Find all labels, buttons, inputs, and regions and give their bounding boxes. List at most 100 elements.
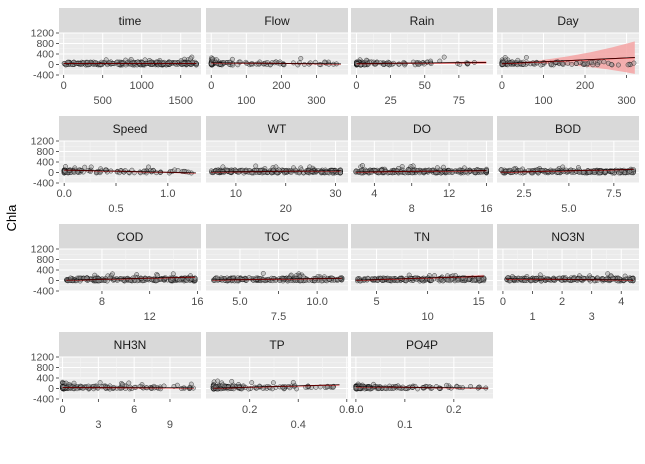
facet-strip-label: TP: [269, 338, 284, 352]
y-tick-label: -400: [33, 286, 54, 298]
data-point: [307, 60, 313, 66]
x-tick-label: 75: [453, 95, 465, 107]
data-point: [534, 275, 539, 281]
data-point: [229, 56, 235, 62]
data-point: [146, 164, 151, 170]
x-tick-label: 30: [329, 188, 341, 200]
facet-strip-label: Flow: [264, 14, 290, 28]
data-point: [410, 168, 416, 173]
data-point: [192, 275, 198, 281]
data-point: [625, 62, 631, 68]
data-point: [215, 378, 221, 384]
data-point: [115, 61, 121, 67]
data-point: [264, 60, 270, 66]
x-tick-label: 2: [559, 296, 565, 308]
x-tick-label: 10: [421, 311, 433, 323]
data-point: [229, 277, 235, 283]
data-point: [330, 384, 336, 390]
x-tick-label: 4: [371, 188, 377, 200]
data-point: [62, 168, 68, 174]
data-point: [445, 277, 451, 283]
data-point: [243, 277, 249, 283]
x-tick-label: 8: [99, 296, 105, 308]
data-point: [608, 273, 614, 279]
data-point: [390, 276, 396, 281]
facet-no3n: NO3N 0 2 4 1 3: [497, 224, 639, 323]
data-point: [141, 168, 147, 174]
data-point: [280, 384, 286, 390]
data-point: [229, 378, 235, 384]
data-point: [396, 61, 402, 67]
data-point: [373, 168, 379, 174]
x-tick-label: 7.5: [606, 188, 621, 200]
x-tick-label: 0.5: [108, 203, 123, 215]
x-tick-label: 25: [384, 95, 396, 107]
data-point: [110, 271, 115, 277]
data-point: [260, 270, 266, 276]
y-tick-label: -400: [33, 394, 54, 406]
data-point: [631, 60, 637, 66]
data-point: [97, 380, 103, 385]
x-tick-label: 300: [307, 95, 325, 107]
data-point: [177, 277, 183, 283]
facet-po4p: PO4P 0.0 0.2 0.1: [348, 332, 493, 431]
facet-toc: TOC 5.0 10.0 7.5: [206, 224, 348, 323]
data-point: [95, 385, 101, 391]
x-tick-label: 0.2: [446, 404, 461, 416]
x-tick-label: 100: [534, 95, 552, 107]
y-tick-label: -400: [33, 178, 54, 190]
facet-tp: TP0.2 0.60.4: [206, 332, 354, 431]
x-tick-label: 2.5: [516, 188, 531, 200]
data-point: [456, 167, 462, 173]
data-point: [465, 60, 471, 66]
data-point: [553, 59, 559, 65]
facet-strip-label: COD: [117, 230, 144, 244]
data-point: [573, 61, 579, 66]
facet-strip-label: PO4P: [406, 338, 438, 352]
y-tick-label: 400: [36, 49, 54, 61]
data-point: [460, 275, 466, 281]
data-point: [290, 60, 296, 66]
x-tick-label: 0.0: [348, 404, 363, 416]
data-point: [254, 385, 260, 391]
x-tick-label: 1.0: [160, 188, 175, 200]
data-point: [360, 163, 365, 168]
data-point: [432, 273, 437, 279]
data-point: [563, 167, 569, 173]
x-tick-label: 50: [419, 80, 431, 92]
facet-strip: [206, 8, 348, 33]
x-tick-label: 5.0: [561, 203, 576, 215]
y-tick-label: 1200: [31, 28, 55, 40]
data-point: [429, 278, 434, 283]
facet-strip-label: NO3N: [551, 230, 584, 244]
x-tick-label: 9: [167, 419, 173, 431]
data-point: [402, 62, 408, 68]
x-tick-label: 0: [208, 80, 214, 92]
data-point: [357, 278, 363, 284]
facet-do: DO 4 12 8 16: [351, 116, 493, 215]
data-point: [297, 273, 303, 279]
x-tick-label: 7.5: [271, 311, 286, 323]
data-point: [368, 170, 374, 175]
facet-strip: [206, 116, 348, 141]
x-tick-label: 1500: [168, 95, 192, 107]
facet-strip: [351, 8, 493, 33]
data-point: [364, 168, 370, 174]
data-point: [568, 167, 574, 173]
x-tick-label: 4: [618, 296, 624, 308]
data-point: [269, 60, 275, 66]
facet-strip-label: Rain: [410, 14, 435, 28]
x-tick-label: 15: [473, 296, 485, 308]
data-point: [385, 61, 391, 67]
data-point: [185, 275, 191, 281]
data-point: [601, 59, 607, 65]
data-point: [128, 56, 134, 62]
facet-strip-label: TN: [414, 230, 430, 244]
data-point: [398, 275, 404, 281]
facet-strip-label: Day: [557, 14, 578, 28]
data-point: [80, 385, 86, 391]
data-point: [213, 59, 218, 65]
data-point: [523, 54, 529, 60]
